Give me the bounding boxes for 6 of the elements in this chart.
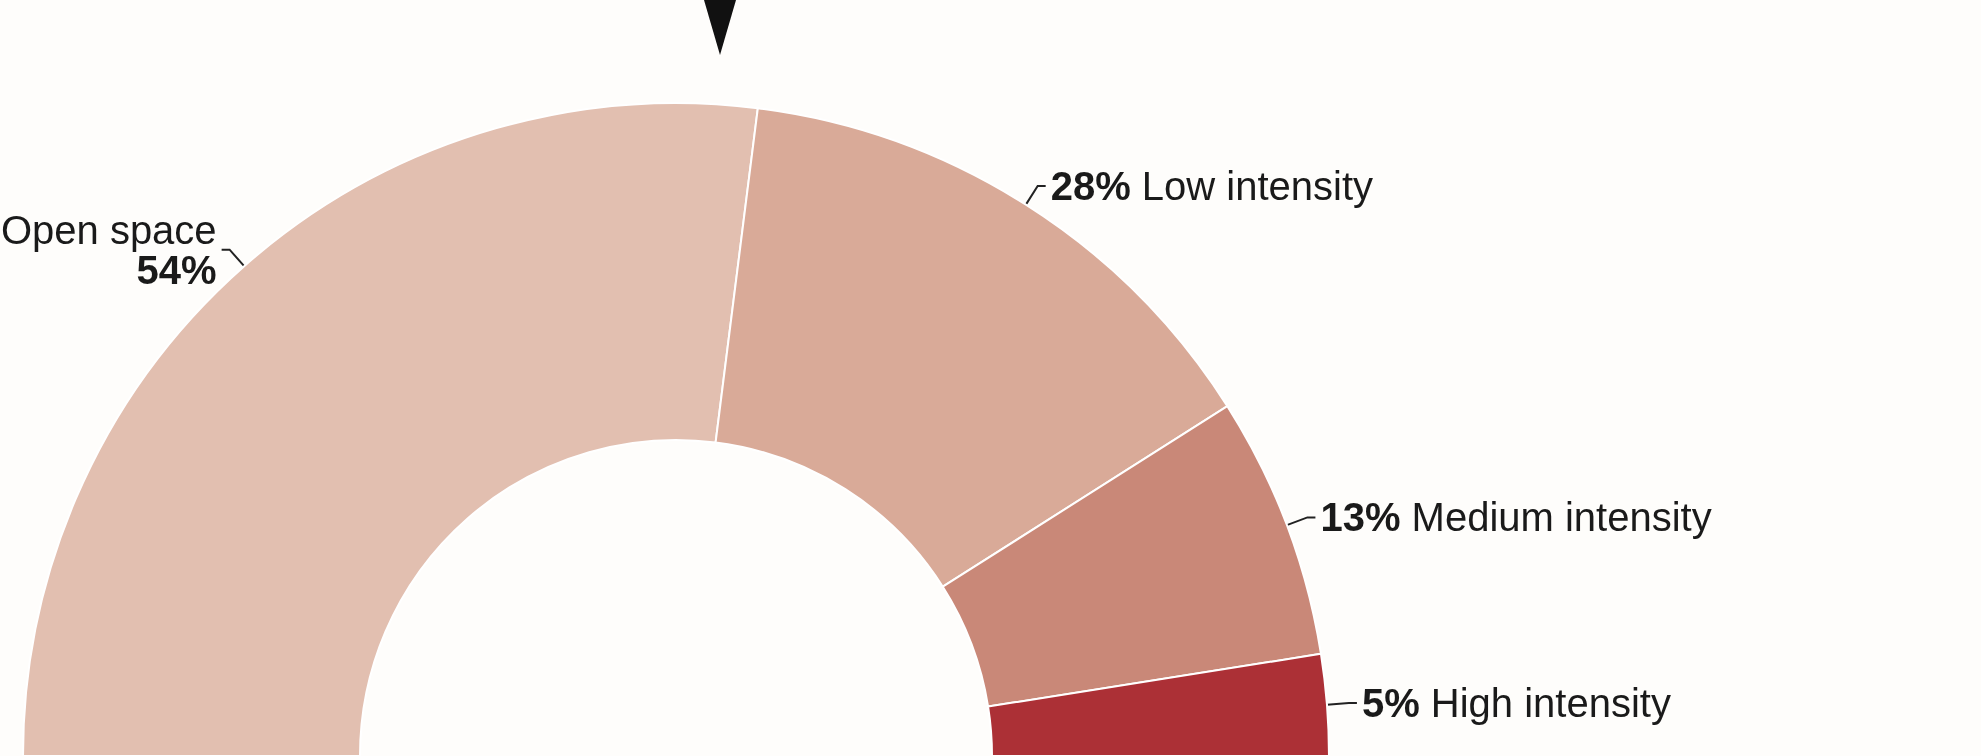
data-label: 13%: [1320, 495, 1401, 540]
slice-label: Medium intensity: [1400, 495, 1712, 540]
data-label: 28%: [1050, 164, 1131, 209]
data-label: 5%: [1361, 681, 1420, 726]
slice-label: Low intensity: [1130, 164, 1374, 209]
slice-label: High intensity: [1419, 681, 1671, 726]
